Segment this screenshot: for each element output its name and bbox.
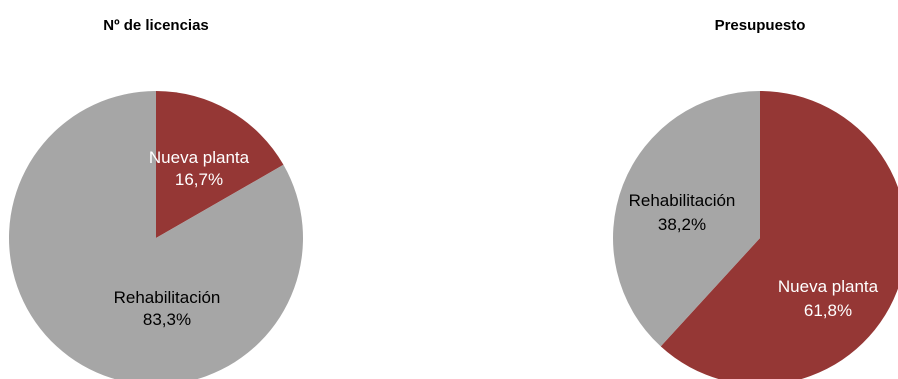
presupuesto-label-rehabilitacion: Rehabilitación (629, 191, 736, 210)
presupuesto-slice-rehabilitacion (613, 91, 760, 347)
presupuesto-pie-chart: Presupuesto Rehabilitación 38,2% Nueva p… (613, 17, 898, 379)
presupuesto-slice-nueva-planta (660, 91, 898, 379)
presupuesto-chart-title: Presupuesto (715, 17, 806, 34)
licencias-chart-title: Nº de licencias (103, 17, 209, 34)
licencias-slice-nueva-planta (156, 91, 284, 238)
presupuesto-value-rehabilitacion: 38,2% (658, 215, 706, 234)
licencias-value-rehabilitacion: 83,3% (143, 310, 191, 329)
licencias-slice-rehabilitacion (9, 91, 303, 379)
presupuesto-label-nueva-planta: Nueva planta (778, 277, 879, 296)
licencias-pie-chart: Nº de licencias Nueva planta 16,7% Rehab… (9, 17, 303, 379)
licencias-label-nueva-planta: Nueva planta (149, 148, 250, 167)
presupuesto-value-nueva-planta: 61,8% (804, 301, 852, 320)
licencias-label-rehabilitacion: Rehabilitación (114, 288, 221, 307)
licencias-value-nueva-planta: 16,7% (175, 170, 223, 189)
